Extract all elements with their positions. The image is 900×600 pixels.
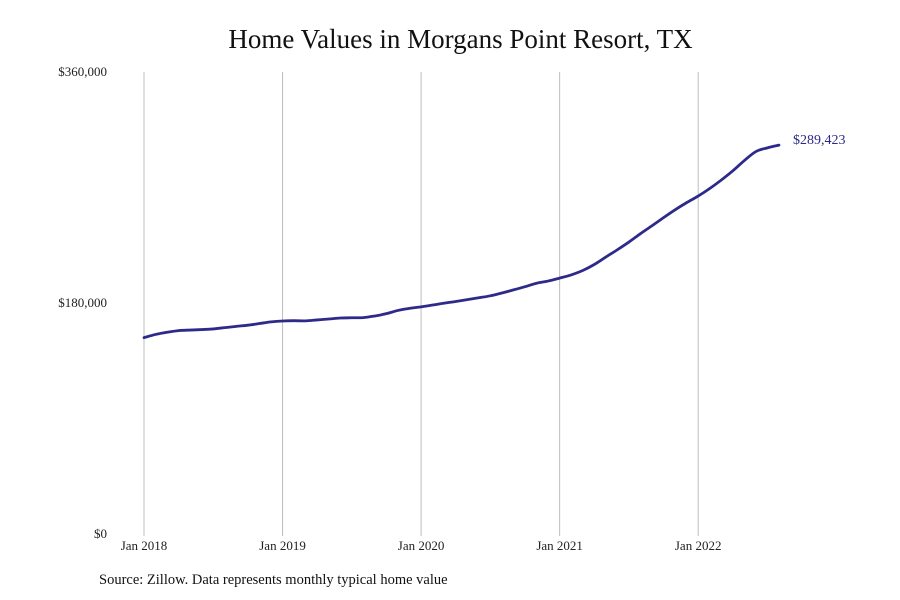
y-tick-label: $0 <box>94 526 107 541</box>
x-tick-label: Jan 2020 <box>398 538 445 553</box>
y-tick-label: $180,000 <box>58 295 107 310</box>
axis-tick-labels: Jan 2018 Jan 2019 Jan 2020 Jan 2021 Jan 2022… <box>58 64 721 553</box>
end-value-label: $289,423 <box>793 133 846 148</box>
x-tick-label: Jan 2021 <box>536 538 583 553</box>
source-note: Source: Zillow. Data represents monthly … <box>99 572 448 588</box>
gridlines <box>143 72 699 536</box>
x-tick-label: Jan 2018 <box>121 538 168 553</box>
y-tick-label: $360,000 <box>58 64 107 79</box>
x-tick-label: Jan 2022 <box>675 538 722 553</box>
series-layer <box>142 143 781 340</box>
series-line <box>142 143 781 340</box>
x-tick-label: Jan 2019 <box>259 538 306 553</box>
chart-title: Home Values in Morgans Point Resort, TX <box>228 24 693 54</box>
data-labels: $289,423 <box>793 133 846 148</box>
